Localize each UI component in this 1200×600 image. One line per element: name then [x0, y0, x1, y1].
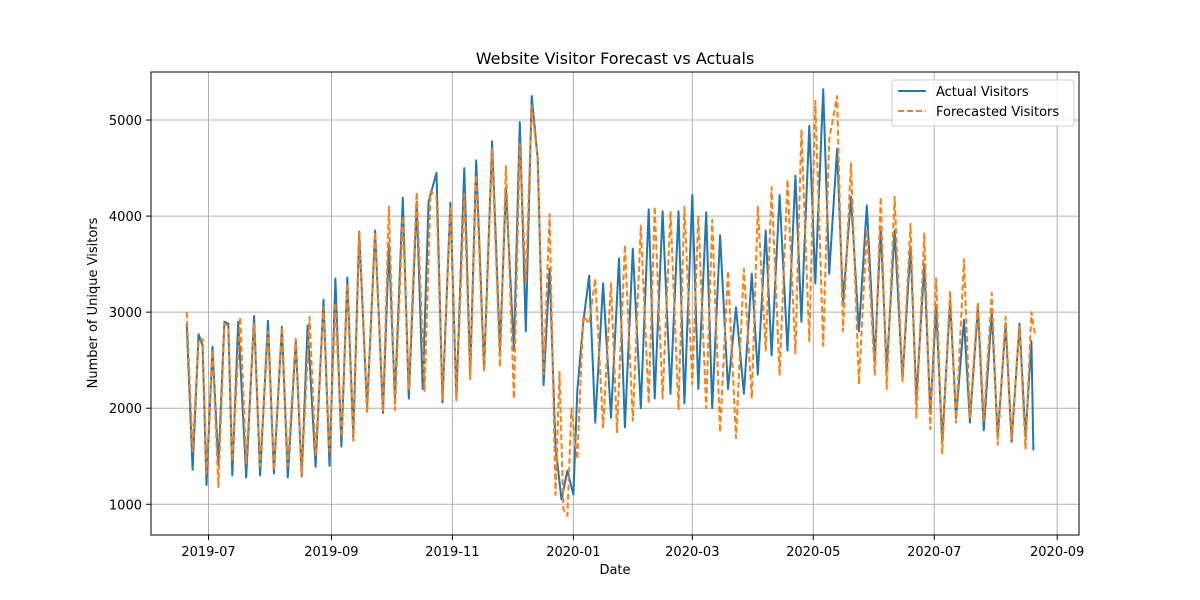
chart-title: Website Visitor Forecast vs Actuals [476, 49, 755, 68]
grid [151, 72, 1079, 535]
legend-label-forecast: Forecasted Visitors [936, 105, 1059, 120]
x-tick-label: 2019-07 [181, 545, 235, 560]
x-tick-label: 2019-11 [425, 545, 479, 560]
x-tick-label: 2020-07 [907, 545, 961, 560]
x-tick-label: 2020-01 [546, 545, 600, 560]
y-tick-label: 2000 [109, 402, 142, 417]
y-tick-label: 5000 [109, 114, 142, 129]
x-tick-label: 2020-09 [1030, 545, 1084, 560]
x-tick-label: 2020-03 [665, 545, 719, 560]
plot-frame [150, 71, 1080, 536]
x-axis-title: Date [599, 563, 630, 578]
legend: Actual Visitors Forecasted Visitors [891, 79, 1075, 127]
y-axis-title: Number of Unique Visitors [86, 217, 101, 388]
series-line-actual-visitors [185, 88, 1035, 501]
y-tick-label: 4000 [109, 210, 142, 225]
x-tick-label: 2019-09 [304, 545, 358, 560]
x-tick-label: 2020-05 [786, 545, 840, 560]
y-tick-label: 1000 [109, 498, 142, 513]
y-tick-label: 3000 [109, 306, 142, 321]
series-line-forecasted-visitors [185, 95, 1037, 517]
x-axis-ticks: 2019-07 2019-09 2019-11 2020-01 2020-03 2020-… [181, 535, 1084, 560]
series-layer [185, 88, 1037, 517]
legend-box [891, 79, 1075, 127]
legend-label-actual: Actual Visitors [936, 85, 1029, 100]
y-axis-ticks: 1000 2000 3000 4000 5000 [109, 114, 151, 513]
